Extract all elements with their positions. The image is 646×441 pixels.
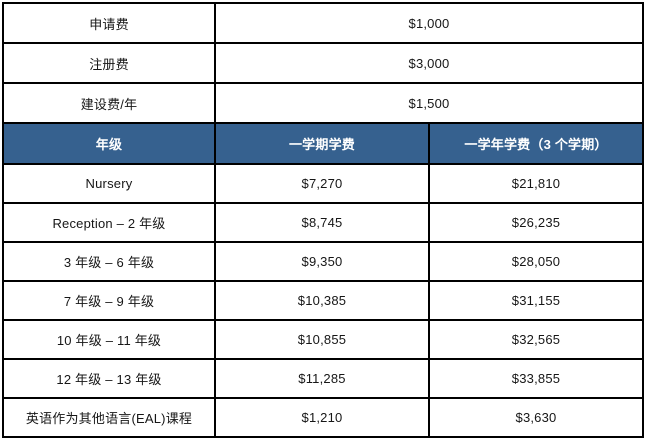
fee-value-cell: $1,500 (214, 82, 644, 124)
table-row: 3 年级 – 6 年级 $9,350 $28,050 (2, 241, 644, 282)
table-row: 7 年级 – 9 年级 $10,385 $31,155 (2, 280, 644, 321)
table-row: 英语作为其他语言(EAL)课程 $1,210 $3,630 (2, 397, 644, 438)
term-fee-cell: $7,270 (214, 163, 430, 204)
grade-cell: 3 年级 – 6 年级 (2, 241, 216, 282)
table-header-row: 年级 一学期学费 一学年学费（3 个学期） (2, 122, 644, 165)
table-row: 建设费/年 $1,500 (2, 82, 644, 124)
header-cell-grade: 年级 (2, 122, 216, 165)
grade-cell: Nursery (2, 163, 216, 204)
fee-value-cell: $3,000 (214, 42, 644, 84)
fee-label-cell: 申请费 (2, 2, 216, 44)
grade-cell: 12 年级 – 13 年级 (2, 358, 216, 399)
year-fee-cell: $33,855 (428, 358, 644, 399)
fee-label-cell: 注册费 (2, 42, 216, 84)
table-row: Nursery $7,270 $21,810 (2, 163, 644, 204)
year-fee-cell: $28,050 (428, 241, 644, 282)
table-row: 注册费 $3,000 (2, 42, 644, 84)
term-fee-cell: $1,210 (214, 397, 430, 438)
term-fee-cell: $11,285 (214, 358, 430, 399)
term-fee-cell: $10,855 (214, 319, 430, 360)
fee-value-cell: $1,000 (214, 2, 644, 44)
term-fee-cell: $9,350 (214, 241, 430, 282)
year-fee-cell: $21,810 (428, 163, 644, 204)
fee-label-cell: 建设费/年 (2, 82, 216, 124)
term-fee-cell: $10,385 (214, 280, 430, 321)
year-fee-cell: $32,565 (428, 319, 644, 360)
year-fee-cell: $31,155 (428, 280, 644, 321)
table-row: 10 年级 – 11 年级 $10,855 $32,565 (2, 319, 644, 360)
grade-cell: 7 年级 – 9 年级 (2, 280, 216, 321)
table-row: Reception – 2 年级 $8,745 $26,235 (2, 202, 644, 243)
header-cell-term-fee: 一学期学费 (214, 122, 430, 165)
header-cell-year-fee: 一学年学费（3 个学期） (428, 122, 644, 165)
table-row: 申请费 $1,000 (2, 2, 644, 44)
term-fee-cell: $8,745 (214, 202, 430, 243)
table-row: 12 年级 – 13 年级 $11,285 $33,855 (2, 358, 644, 399)
grade-cell: Reception – 2 年级 (2, 202, 216, 243)
year-fee-cell: $26,235 (428, 202, 644, 243)
year-fee-cell: $3,630 (428, 397, 644, 438)
grade-cell: 英语作为其他语言(EAL)课程 (2, 397, 216, 438)
grade-cell: 10 年级 – 11 年级 (2, 319, 216, 360)
